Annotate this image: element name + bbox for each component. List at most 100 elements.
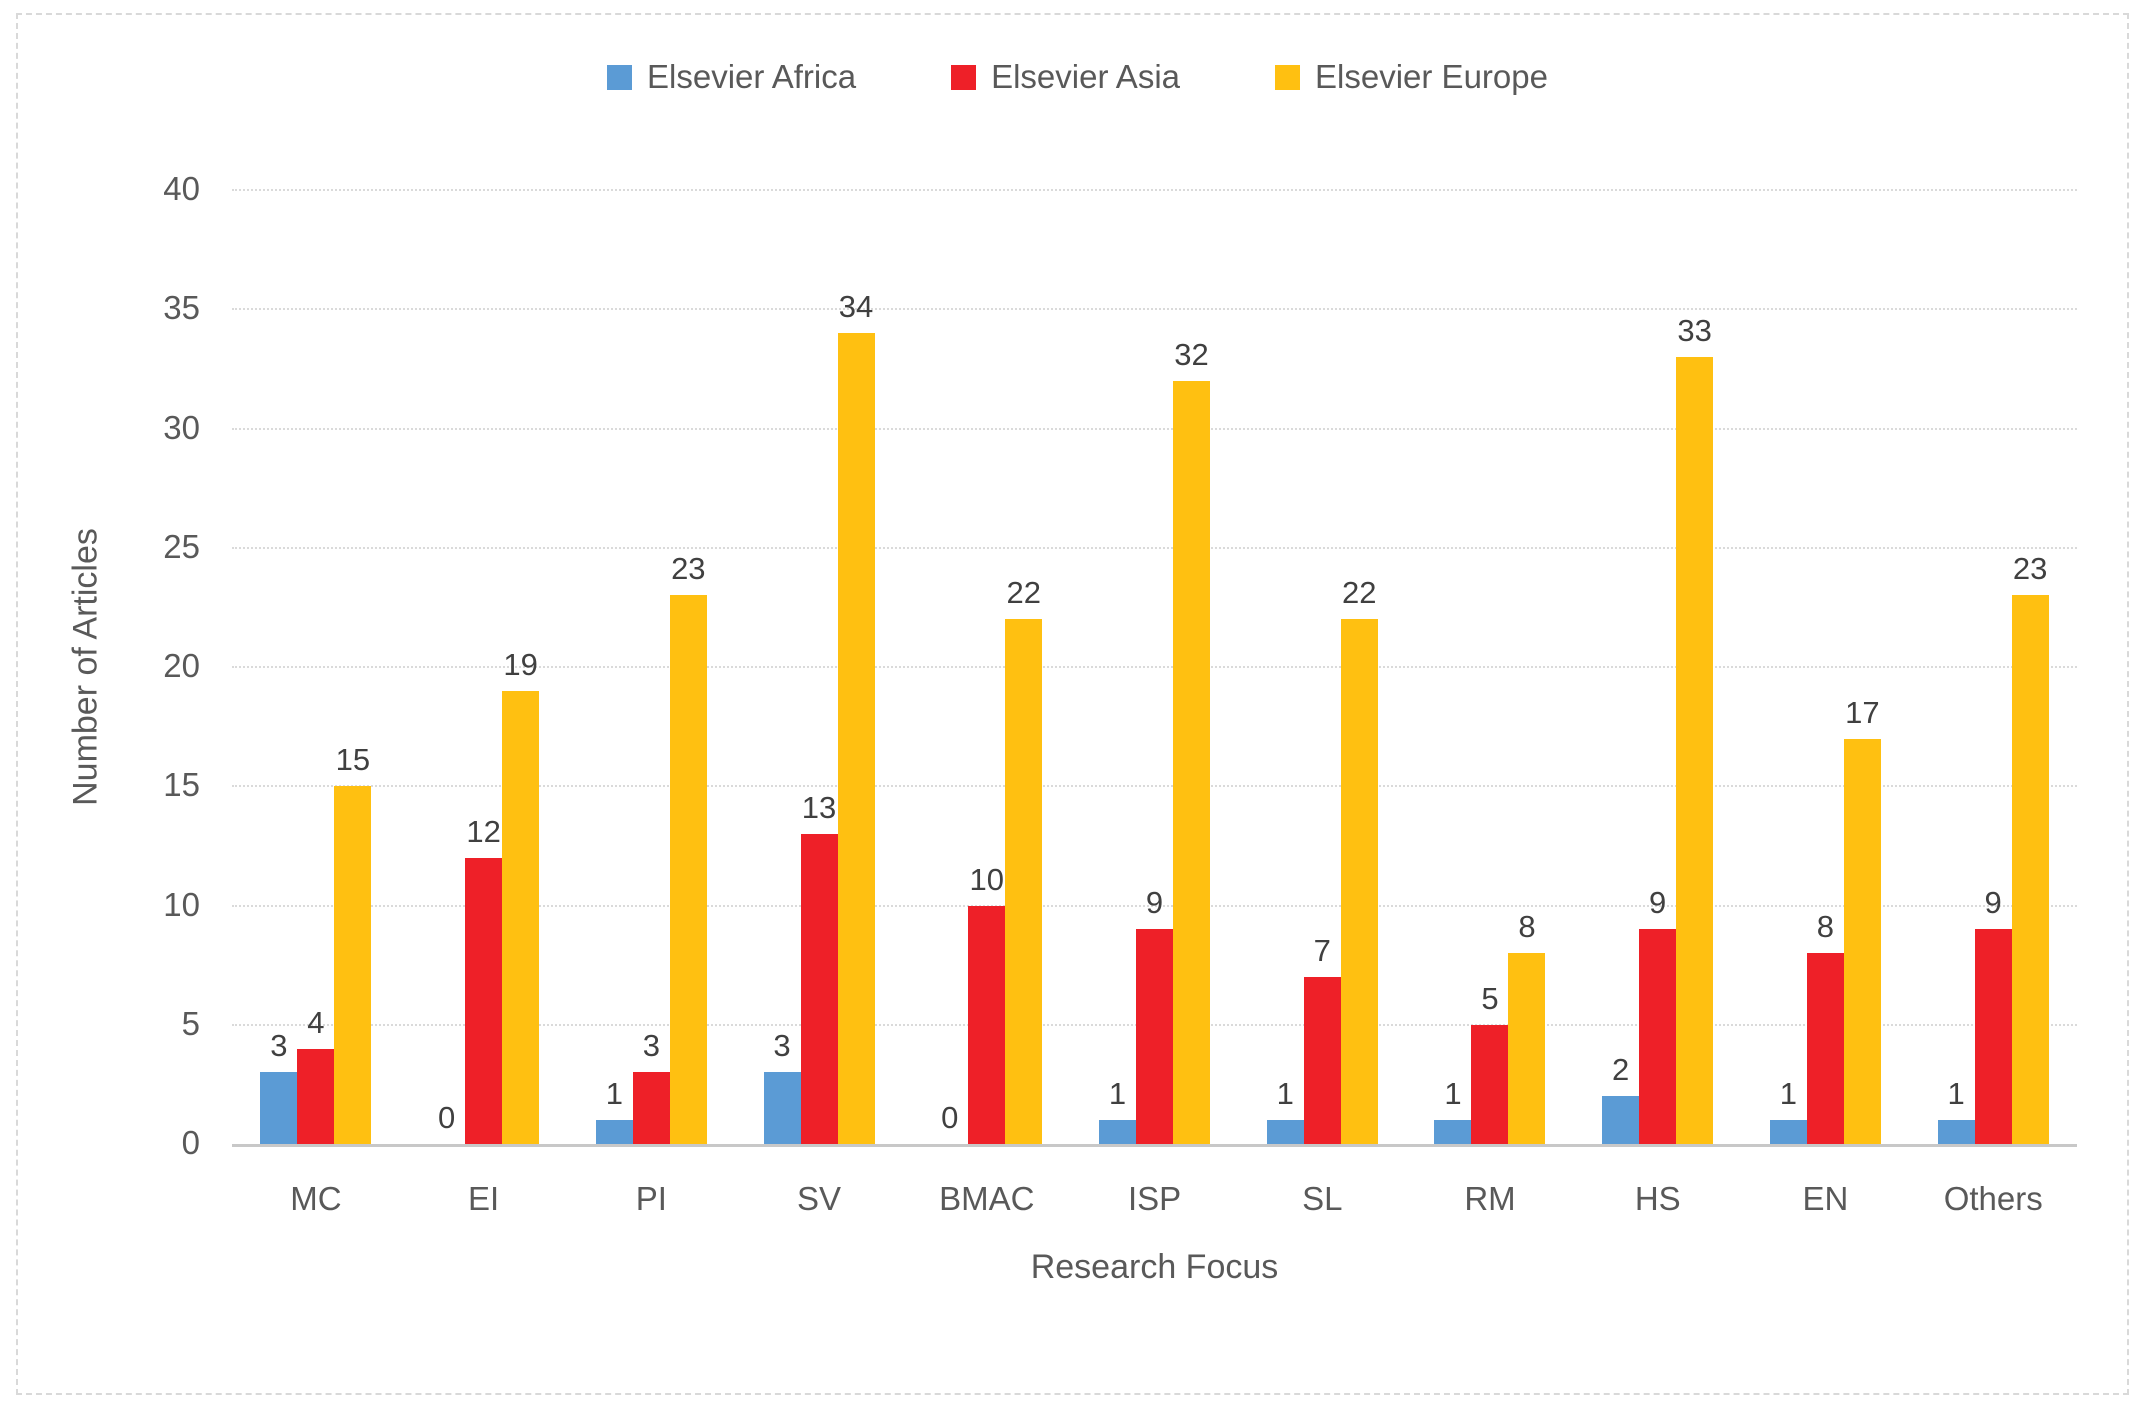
- bar-elsevier-asia-bmac: 10: [968, 862, 1006, 1144]
- data-label: 3: [642, 1028, 660, 1064]
- bar-group-hs: 2 9 33: [1574, 190, 1742, 1144]
- y-axis-tick-label: 20: [163, 647, 200, 684]
- x-axis-tick-label: EI: [468, 1180, 500, 1217]
- bar-group-en: 1 8 17: [1742, 190, 1910, 1144]
- x-axis-tick-label: EN: [1802, 1180, 1849, 1217]
- bar-elsevier-europe-en: 17: [1843, 695, 1881, 1144]
- gridline: [232, 546, 2077, 549]
- x-axis-tick-label: HS: [1634, 1180, 1681, 1217]
- data-label: 23: [671, 551, 706, 587]
- bar-elsevier-africa-hs: 2: [1602, 1052, 1640, 1144]
- y-axis-tick-label: 5: [181, 1004, 200, 1042]
- bar-elsevier-europe-ei: 19: [502, 647, 540, 1144]
- legend: Elsevier Africa Elsevier Asia Elsevier Eur…: [0, 58, 2155, 96]
- bar-elsevier-europe-others: 23: [2011, 551, 2049, 1144]
- bar-elsevier-asia-sv: 13: [800, 790, 838, 1144]
- bar-elsevier-asia-rm: 5: [1471, 981, 1509, 1144]
- data-label: 1: [1108, 1076, 1127, 1112]
- data-label: 33: [1677, 312, 1712, 348]
- gridline: [232, 666, 2077, 668]
- bar-elsevier-africa-rm: 1: [1434, 1076, 1472, 1144]
- y-axis-tick-label: 40: [163, 170, 200, 207]
- bar-group-others: 1 9 23: [1909, 190, 2077, 1144]
- data-label: 34: [838, 289, 874, 325]
- bar-group-mc: 3 4 15: [232, 190, 400, 1144]
- bar-elsevier-europe-bmac: 22: [1005, 575, 1043, 1144]
- data-label: 9: [1984, 885, 2002, 921]
- data-label: 5: [1481, 980, 1499, 1016]
- legend-label: Elsevier Europe: [1315, 58, 1548, 95]
- legend-swatch-icon: [951, 64, 977, 90]
- gridline: [232, 427, 2077, 430]
- x-axis-tick-label: Others: [1943, 1180, 2043, 1217]
- gridline: [232, 904, 2077, 907]
- bar-elsevier-europe-sl: 22: [1340, 575, 1378, 1144]
- bar-elsevier-europe-rm: 8: [1508, 909, 1546, 1144]
- bar-elsevier-europe-pi: 23: [669, 551, 707, 1144]
- bar-elsevier-europe-mc: 15: [334, 742, 372, 1144]
- data-label: 12: [466, 813, 501, 849]
- data-label: 22: [1006, 575, 1041, 611]
- data-label: 32: [1174, 336, 1209, 372]
- y-axis-tick-label: 35: [163, 289, 200, 327]
- x-axis-tick-label: SV: [797, 1180, 842, 1217]
- data-label: 3: [773, 1028, 791, 1064]
- data-label: 2: [1612, 1052, 1630, 1088]
- data-label: 10: [969, 861, 1004, 897]
- data-label: 22: [1341, 575, 1377, 611]
- bar-elsevier-asia-hs: 9: [1639, 885, 1677, 1144]
- data-label: 17: [1845, 694, 1880, 730]
- bar-elsevier-asia-en: 8: [1806, 909, 1844, 1144]
- x-axis-tick-label: MC: [290, 1180, 342, 1217]
- data-label: 19: [503, 646, 538, 682]
- data-label: 8: [1816, 909, 1835, 945]
- data-label: 23: [2012, 551, 2048, 587]
- bar-elsevier-europe-sv: 34: [837, 289, 875, 1144]
- data-label: 1: [605, 1076, 623, 1112]
- x-axis-title: Research Focus: [1030, 1248, 1279, 1286]
- x-axis-tick-label: PI: [635, 1180, 667, 1217]
- bar-elsevier-africa-en: 1: [1769, 1076, 1807, 1144]
- y-axis-tick-label: 30: [163, 408, 200, 446]
- x-axis-tick-label: SL: [1302, 1180, 1343, 1217]
- bar-group-isp: 1 9 32: [1071, 190, 1239, 1144]
- x-axis-tick-label: RM: [1464, 1180, 1516, 1217]
- legend-item-elsevier-asia: Elsevier Asia: [951, 58, 1180, 96]
- plot-area: 3 4 15 0 12 19 1 3 23 3 13 34 0 10 22 1 9 32 1 7 22 1 5 8 2 9 33 1 8…: [232, 189, 2077, 1147]
- data-label: 0: [941, 1100, 959, 1135]
- y-axis-tick-label: 0: [181, 1124, 200, 1161]
- data-label: 15: [335, 742, 371, 778]
- bar-elsevier-africa-isp: 1: [1098, 1076, 1136, 1144]
- bar-elsevier-asia-others: 9: [1974, 885, 2012, 1144]
- bar-elsevier-africa-mc: 3: [260, 1028, 298, 1144]
- bar-elsevier-asia-mc: 4: [297, 1005, 335, 1144]
- x-axis: MC EI PI SV BMAC ISP SL RM HS EN Others: [232, 1180, 2077, 1218]
- bar-group-pi: 1 3 23: [567, 190, 735, 1144]
- bar-elsevier-africa-pi: 1: [595, 1076, 633, 1144]
- data-label: 1: [1947, 1076, 1965, 1112]
- bar-elsevier-europe-isp: 32: [1172, 337, 1210, 1144]
- legend-swatch-icon: [607, 64, 633, 90]
- data-label: 9: [1145, 885, 1164, 921]
- data-label: 7: [1313, 933, 1331, 969]
- bar-elsevier-asia-pi: 3: [632, 1028, 670, 1144]
- legend-label: Elsevier Africa: [647, 58, 857, 95]
- bar-elsevier-africa-sl: 1: [1266, 1076, 1304, 1144]
- legend-label: Elsevier Asia: [991, 58, 1181, 95]
- legend-swatch-icon: [1275, 64, 1301, 90]
- gridline: [232, 189, 2077, 191]
- data-label: 1: [1276, 1076, 1294, 1112]
- bar-elsevier-asia-ei: 12: [465, 814, 503, 1144]
- data-label: 4: [307, 1004, 325, 1040]
- x-axis-tick-label: ISP: [1127, 1180, 1182, 1217]
- bar-group-sl: 1 7 22: [1238, 190, 1406, 1144]
- data-label: 8: [1518, 909, 1536, 945]
- gridline: [232, 308, 2077, 311]
- gridline: [232, 785, 2077, 788]
- data-label: 13: [801, 789, 837, 825]
- data-label: 0: [437, 1100, 456, 1135]
- bar-elsevier-asia-isp: 9: [1135, 885, 1173, 1144]
- bar-group-ei: 0 12 19: [400, 190, 568, 1144]
